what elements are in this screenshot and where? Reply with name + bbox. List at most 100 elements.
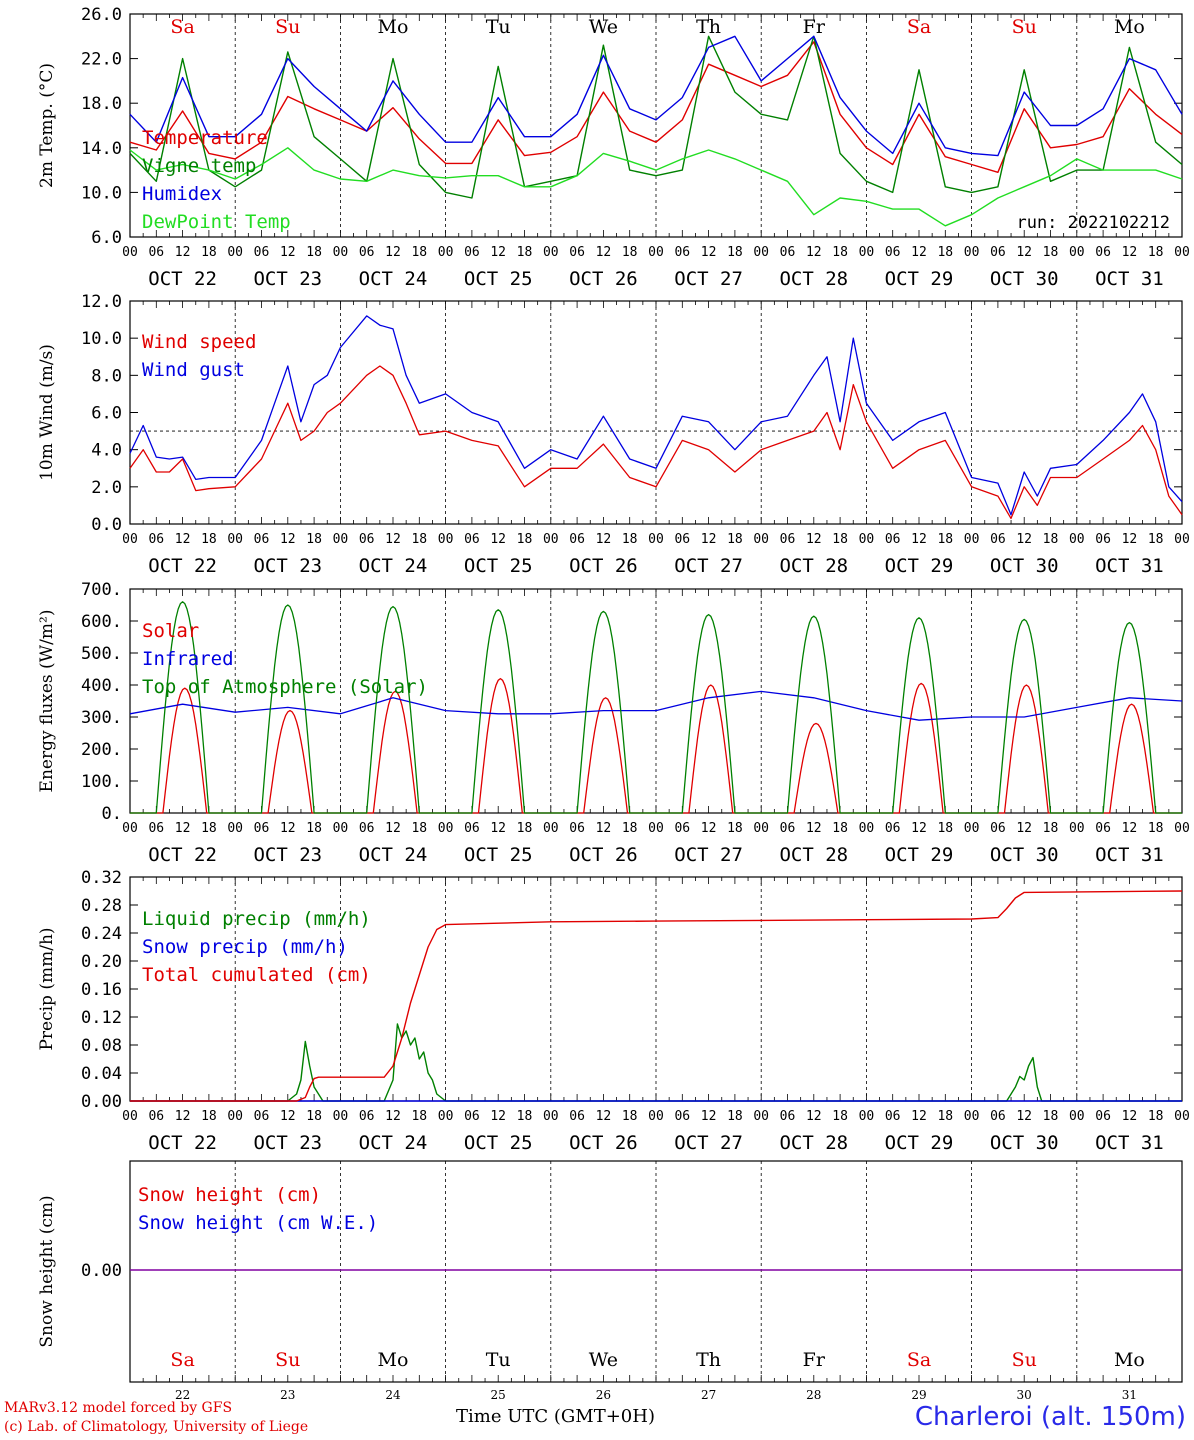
date-label: OCT 25 [464, 844, 533, 866]
hour-label: 18 [411, 245, 427, 260]
legend-snow-height-cm-: Snow height (cm) [138, 1184, 321, 1206]
day-number: 30 [1017, 1388, 1032, 1402]
hour-label: 06 [885, 821, 901, 836]
date-label: OCT 24 [359, 555, 428, 577]
y-tick-label: 12.0 [81, 292, 122, 312]
hour-label: 12 [1016, 821, 1032, 836]
date-label: OCT 31 [1095, 268, 1164, 290]
hour-label: 00 [1069, 821, 1085, 836]
hour-label: 00 [227, 1109, 243, 1124]
y-tick-label: 100. [81, 772, 122, 792]
date-label: OCT 23 [253, 555, 322, 577]
day-number: 23 [280, 1388, 295, 1402]
hour-label: 06 [674, 821, 690, 836]
day-name: Sa [170, 16, 194, 38]
hour-label: 12 [385, 245, 401, 260]
y-tick-label: 14.0 [81, 139, 122, 159]
hour-label: 18 [201, 245, 217, 260]
hour-label: 06 [569, 245, 585, 260]
hour-label: 00 [543, 1109, 559, 1124]
day-name: Tu [486, 16, 511, 38]
y-axis-label: Energy fluxes (W/m²) [37, 610, 57, 793]
day-name: Sa [907, 1349, 931, 1371]
hour-label: 06 [148, 245, 164, 260]
date-label: OCT 26 [569, 268, 638, 290]
legend-vigne-temp: Vigne temp [142, 155, 256, 177]
hour-label: 12 [911, 532, 927, 547]
y-tick-label: 26.0 [81, 5, 122, 25]
hour-label: 18 [411, 1109, 427, 1124]
hour-label: 18 [1148, 532, 1164, 547]
hour-label: 00 [1174, 532, 1190, 547]
hour-label: 12 [490, 821, 506, 836]
date-label: OCT 30 [990, 555, 1059, 577]
legend-snow-precip-mm-h-: Snow precip (mm/h) [142, 936, 348, 958]
date-label: OCT 30 [990, 1132, 1059, 1154]
model-credit: MARv3.12 model forced by GFS [4, 1400, 233, 1416]
hour-label: 12 [280, 245, 296, 260]
date-label: OCT 23 [253, 268, 322, 290]
date-label: OCT 28 [779, 268, 848, 290]
hour-label: 18 [622, 1109, 638, 1124]
series-temperature [129, 41, 1183, 174]
hour-label: 06 [464, 245, 480, 260]
day-number: 24 [385, 1388, 401, 1402]
legend-total-cumulated-cm-: Total cumulated (cm) [142, 964, 371, 986]
hour-label: 06 [359, 821, 375, 836]
hour-label: 12 [175, 532, 191, 547]
hour-label: 00 [648, 245, 664, 260]
date-label: OCT 26 [569, 1132, 638, 1154]
hour-label: 12 [1016, 532, 1032, 547]
hour-label: 00 [753, 821, 769, 836]
hour-label: 00 [1174, 821, 1190, 836]
date-label: OCT 25 [464, 555, 533, 577]
date-label: OCT 28 [779, 555, 848, 577]
hour-label: 18 [517, 1109, 533, 1124]
hour-label: 12 [1016, 245, 1032, 260]
y-tick-label: 0.20 [81, 952, 122, 972]
hour-label: 06 [674, 532, 690, 547]
y-tick-label: 0.0 [91, 515, 122, 535]
y-axis-label: 10m Wind (m/s) [37, 344, 57, 481]
hour-label: 12 [490, 1109, 506, 1124]
hour-label: 18 [201, 532, 217, 547]
date-label: OCT 23 [253, 1132, 322, 1154]
hour-label: 18 [306, 532, 322, 547]
date-label: OCT 24 [359, 1132, 428, 1154]
date-label: OCT 29 [885, 555, 954, 577]
day-number: 26 [596, 1388, 611, 1402]
hour-label: 12 [806, 532, 822, 547]
date-label: OCT 29 [885, 268, 954, 290]
date-label: OCT 27 [674, 844, 743, 866]
hour-label: 18 [832, 532, 848, 547]
hour-label: 18 [727, 821, 743, 836]
hour-label: 12 [596, 532, 612, 547]
hour-label: 12 [911, 1109, 927, 1124]
hour-label: 12 [1122, 532, 1138, 547]
date-label: OCT 26 [569, 555, 638, 577]
lab-credit: (c) Lab. of Climatology, University of L… [4, 1419, 309, 1435]
series-dewpoint-temp [129, 147, 1183, 227]
series-wind-gust [129, 315, 1183, 516]
hour-label: 06 [885, 245, 901, 260]
hour-label: 06 [148, 1109, 164, 1124]
hour-label: 12 [701, 821, 717, 836]
hour-label: 06 [464, 821, 480, 836]
hour-label: 12 [1122, 821, 1138, 836]
date-label: OCT 24 [359, 844, 428, 866]
hour-label: 06 [885, 532, 901, 547]
hour-label: 12 [1122, 1109, 1138, 1124]
date-label: OCT 26 [569, 844, 638, 866]
hour-label: 06 [674, 1109, 690, 1124]
y-tick-label: 0.24 [81, 924, 122, 944]
hour-label: 06 [569, 532, 585, 547]
x-axis-label: Time UTC (GMT+0H) [456, 1406, 655, 1427]
y-tick-label: 4.0 [91, 441, 122, 461]
hour-label: 06 [254, 245, 270, 260]
hour-label: 00 [333, 532, 349, 547]
day-number: 31 [1122, 1388, 1137, 1402]
hour-label: 06 [569, 1109, 585, 1124]
hour-label: 00 [964, 821, 980, 836]
hour-label: 00 [122, 1109, 138, 1124]
y-tick-label: 2.0 [91, 478, 122, 498]
